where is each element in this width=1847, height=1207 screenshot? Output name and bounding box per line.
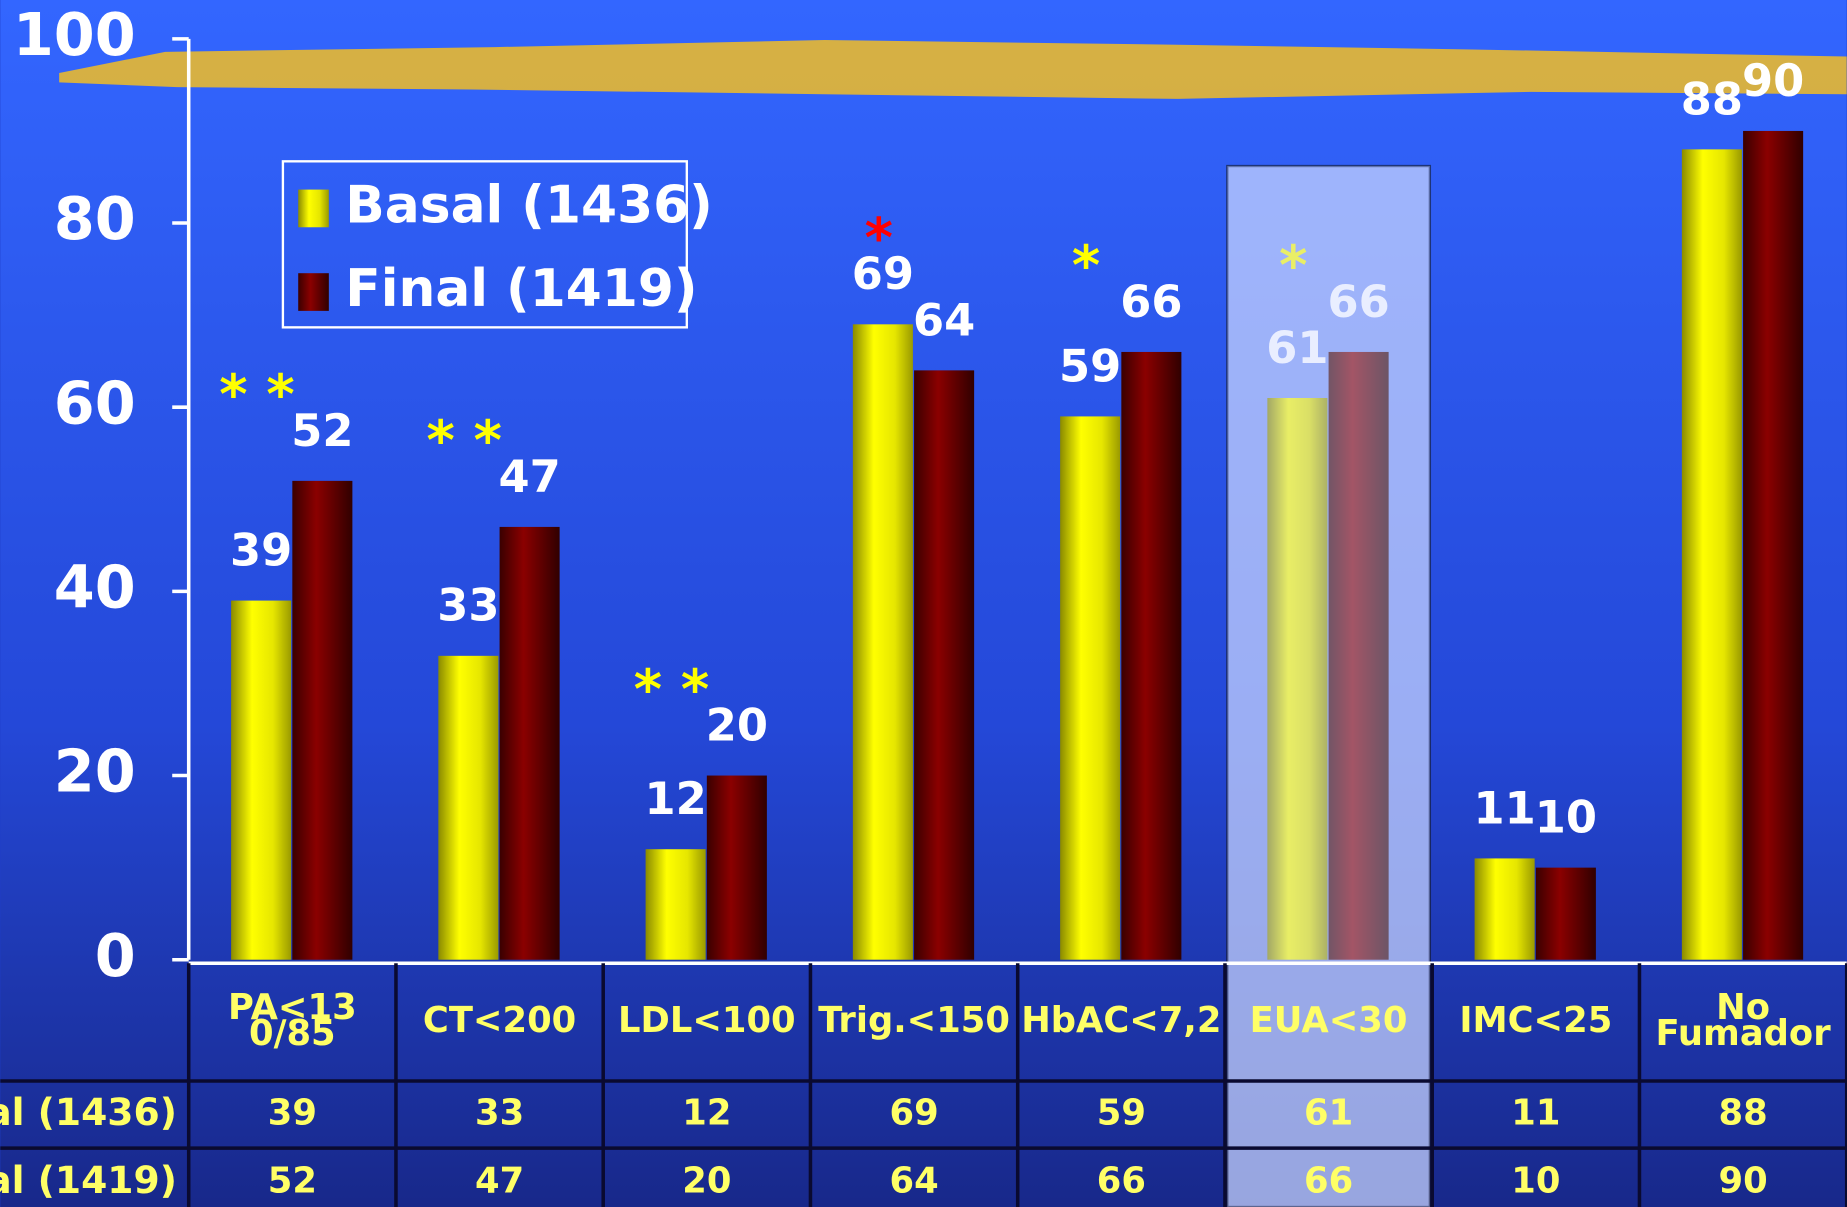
value-label: 88 xyxy=(1681,72,1743,125)
table-cell: 59 xyxy=(1097,1093,1146,1134)
x-tick-label: Trig.<150 xyxy=(818,1000,1010,1041)
bar xyxy=(1681,149,1742,960)
table-cell: 10 xyxy=(1511,1160,1560,1201)
table-cell: 47 xyxy=(475,1160,524,1201)
x-tick-label: EUA<30 xyxy=(1250,1000,1408,1041)
y-tick-label: 80 xyxy=(54,184,136,253)
significance-mark: * * xyxy=(219,363,295,426)
value-label: 39 xyxy=(230,523,292,576)
x-tick-label: No Fumador xyxy=(1656,987,1832,1054)
value-label: 20 xyxy=(706,698,768,751)
table-cell: 66 xyxy=(1097,1160,1146,1201)
bar xyxy=(1328,351,1389,960)
significance-mark: * * xyxy=(427,409,502,472)
bar xyxy=(706,775,767,960)
table-cell: 12 xyxy=(682,1093,731,1134)
bar xyxy=(852,324,913,960)
x-tick-label: HbAC<7,2 xyxy=(1021,1000,1221,1041)
value-label: 59 xyxy=(1059,339,1121,392)
x-tick-label: CT<200 xyxy=(423,1000,576,1041)
table-cell: 33 xyxy=(475,1093,524,1134)
bar xyxy=(1743,130,1804,960)
brush-stroke xyxy=(59,40,1847,99)
value-label: 52 xyxy=(291,404,353,457)
y-tick-label: 40 xyxy=(54,552,136,621)
bar xyxy=(645,849,706,960)
bar xyxy=(914,370,975,960)
legend-label: Basal (1436) xyxy=(345,175,713,235)
bar xyxy=(1474,858,1535,960)
table-cell: 69 xyxy=(890,1093,939,1134)
significance-mark: * xyxy=(865,207,893,270)
legend-swatch xyxy=(298,273,329,311)
value-label: 12 xyxy=(644,772,706,825)
value-label: 61 xyxy=(1266,321,1328,374)
significance-mark: * xyxy=(1072,234,1100,297)
significance-mark: * * xyxy=(634,658,710,721)
legend-box xyxy=(281,160,688,329)
x-tick-label: IMC<25 xyxy=(1459,1000,1612,1041)
value-label: 47 xyxy=(498,450,560,503)
value-label: 90 xyxy=(1742,54,1804,107)
value-label: 69 xyxy=(852,247,914,300)
table-cell: 39 xyxy=(268,1093,317,1134)
table-cell: 66 xyxy=(1304,1160,1353,1201)
table-cell: 64 xyxy=(890,1160,939,1201)
bar xyxy=(499,526,560,960)
value-label: 66 xyxy=(1120,275,1182,328)
table-row-label: Final (1419) xyxy=(0,1158,177,1202)
bar xyxy=(292,480,353,960)
bar xyxy=(1060,416,1121,960)
table-cell: 20 xyxy=(682,1160,731,1201)
legend-label: Final (1419) xyxy=(345,259,697,319)
table-cell: 61 xyxy=(1304,1093,1353,1134)
significance-mark: * xyxy=(1279,234,1307,297)
x-tick-label: LDL<100 xyxy=(618,1000,796,1041)
legend-swatch xyxy=(298,189,329,228)
bar xyxy=(1267,397,1328,960)
value-label: 66 xyxy=(1327,275,1389,328)
x-tick-label: PA<13 0/85 xyxy=(228,987,357,1054)
value-label: 11 xyxy=(1473,781,1535,834)
value-label: 33 xyxy=(437,579,499,632)
highlight-overlay xyxy=(1227,166,1430,1207)
bar xyxy=(231,600,292,960)
y-tick-label: 100 xyxy=(13,0,136,69)
table-cell: 52 xyxy=(268,1160,317,1201)
bar xyxy=(438,655,499,960)
y-tick-label: 0 xyxy=(95,921,136,990)
value-label: 10 xyxy=(1535,791,1597,844)
value-label: 64 xyxy=(913,293,975,346)
table-cell: 11 xyxy=(1511,1093,1560,1134)
table-cell: 88 xyxy=(1719,1093,1768,1134)
y-tick-label: 20 xyxy=(54,737,136,806)
table-cell: 90 xyxy=(1719,1160,1768,1201)
bar xyxy=(1535,867,1596,960)
table-row-label: Basal (1436) xyxy=(0,1090,177,1134)
bar xyxy=(1121,351,1182,960)
y-tick-label: 60 xyxy=(54,368,136,437)
